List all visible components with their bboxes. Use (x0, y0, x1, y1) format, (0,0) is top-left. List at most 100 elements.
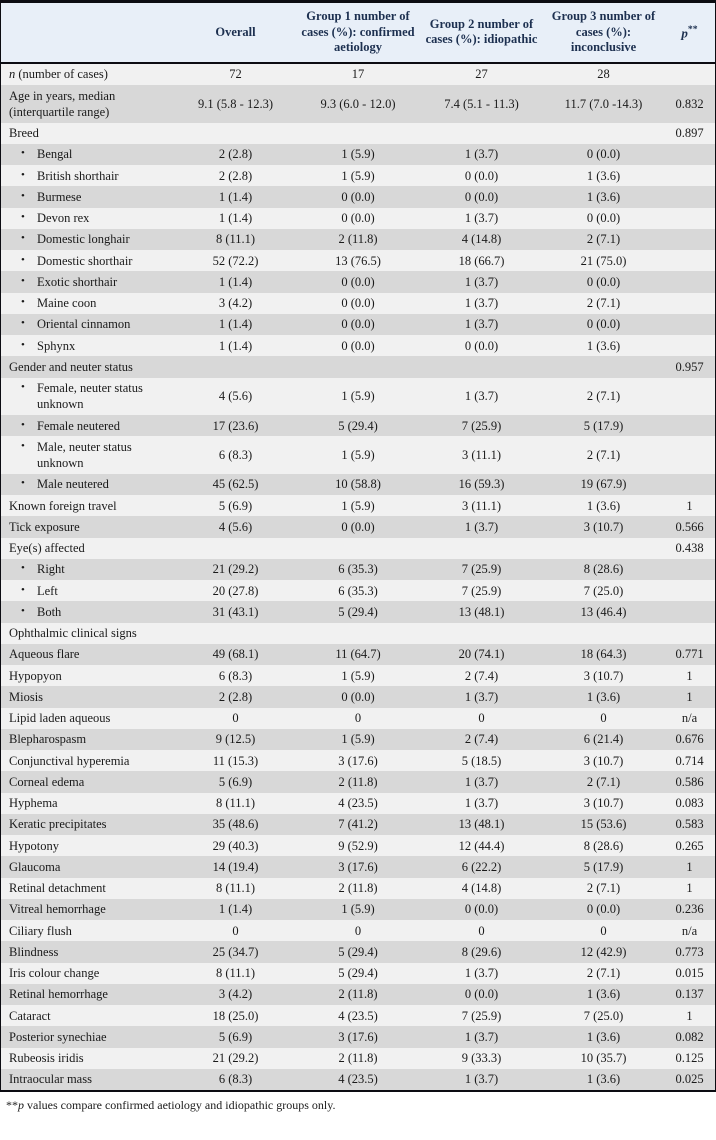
value-cell: 0 (0.0) (464, 338, 499, 353)
value-cell: 1 (5.9) (341, 389, 375, 404)
value-cell: 2 (11.8) (338, 232, 378, 247)
value-cell: 1 (3.7) (464, 774, 499, 789)
value-cell: 0 (600, 923, 607, 938)
row-label: Hypopyon (5, 668, 171, 684)
p-value-cell: 1 (686, 668, 693, 683)
header-cell-group1: Group 1 number of cases (%): confirmed a… (296, 3, 420, 64)
row-label-text: Iris colour change (9, 966, 100, 981)
row-label-cell: Ophthalmic clinical signs (1, 623, 175, 644)
row-label-text: Female neutered (37, 418, 120, 433)
value-cell: 5 (6.9) (218, 1029, 253, 1044)
value-cell: 11 (15.3) (212, 753, 259, 768)
value-cell: 2 (7.1) (586, 966, 621, 981)
row-label-cell: Corneal edema (1, 771, 175, 792)
value-cell: 52 (72.2) (212, 253, 259, 268)
value-cell (420, 123, 543, 144)
value-cell: 1 (3.7) (464, 1072, 499, 1087)
value-cell: 0 (0.0) (341, 317, 375, 332)
row-label-text: Left (37, 583, 58, 598)
table-row: Ciliary flush 0 0 0 0 n/a (1, 920, 715, 942)
value-cell: 2 (7.4) (464, 732, 499, 747)
table-row: • Sphynx 1 (1.4) 0 (0.0) 0 (0.0) 1 (3.6) (1, 335, 715, 357)
value-cell: 1 (1.4) (218, 902, 253, 917)
row-label: • British shorthair (5, 168, 171, 184)
row-label-text: Cataract (9, 1008, 51, 1023)
row-label-text: Vitreal hemorrhage (9, 902, 106, 917)
value-cell: 10 (35.7) (580, 1051, 627, 1066)
p-value-cell: 0.137 (675, 987, 704, 1002)
row-label-text: Exotic shorthair (37, 274, 118, 289)
value-cell: 1 (3.7) (464, 296, 499, 311)
value-cell: 11.7 (7.0 -14.3) (564, 96, 643, 111)
p-value-cell: 0.586 (675, 774, 704, 789)
table-row: Keratic precipitates 35 (48.6) 7 (41.2) 13 … (1, 813, 715, 836)
row-label-text: Bengal (37, 147, 73, 162)
value-cell: 1 (3.6) (586, 987, 621, 1002)
value-cell: 2 (11.8) (338, 774, 378, 789)
row-label: • Sphynx (5, 338, 171, 354)
p-value-cell (664, 559, 715, 580)
p-value-cell: 0.438 (675, 541, 704, 556)
table-row: Ophthalmic clinical signs (1, 622, 715, 644)
value-cell: 0 (0.0) (464, 902, 499, 917)
table-row: • Both 31 (43.1) 5 (29.4) 13 (48.1) 13 (46.4) (1, 601, 715, 623)
value-cell: 3 (10.7) (583, 668, 624, 683)
row-label-text: (number of cases) (15, 67, 108, 82)
value-cell: 5 (6.9) (218, 498, 253, 513)
row-label: Eye(s) affected (5, 540, 171, 556)
table-row: Conjunctival hyperemia 11 (15.3) 3 (17.6) 5… (1, 750, 715, 772)
row-label-cell: • Right (1, 559, 175, 580)
p-value-cell: 1 (686, 881, 693, 896)
value-cell: 3 (4.2) (218, 296, 253, 311)
value-cell: 2 (7.1) (586, 296, 621, 311)
row-label-text: Right (37, 562, 65, 577)
value-cell: 13 (48.1) (458, 604, 505, 619)
value-cell: 0 (0.0) (586, 317, 621, 332)
row-label: • Bengal (5, 146, 171, 162)
value-cell (296, 538, 420, 559)
p-value-cell (664, 208, 715, 229)
value-cell: 4 (23.5) (338, 1072, 378, 1087)
table-row: • Male neutered 45 (62.5) 10 (58.8) 16 (59.3… (1, 473, 715, 496)
row-label-text: Hypotony (9, 838, 59, 853)
row-label: • Left (5, 583, 171, 599)
value-cell: 7 (25.0) (583, 1008, 624, 1023)
row-label-cell: Known foreign travel (1, 495, 175, 516)
bullet-icon: • (21, 168, 25, 181)
row-label-cell: • Bengal (1, 144, 175, 165)
row-label-text: Blindness (9, 944, 59, 959)
table-row: • Male, neuter status unknown 6 (8.3) 1 (5.… (1, 436, 715, 474)
table-row: Retinal hemorrhage 3 (4.2) 2 (11.8) 0 (0.0)… (1, 983, 715, 1006)
value-cell: 4 (5.6) (218, 389, 253, 404)
table-row: Hypopyon 6 (8.3) 1 (5.9) 2 (7.4) 3 (10.7) 1 (1, 665, 715, 687)
value-cell: 0 (478, 711, 485, 726)
row-label: Aqueous flare (5, 646, 171, 662)
row-label-text: Ophthalmic clinical signs (9, 626, 137, 641)
value-cell: 2 (11.8) (338, 987, 378, 1002)
table-row: • Oriental cinnamon 1 (1.4) 0 (0.0) 1 (3.7) 0… (1, 313, 715, 336)
row-label: Posterior synechiae (5, 1029, 171, 1045)
value-cell: 45 (62.5) (212, 477, 259, 492)
p-value-cell (664, 601, 715, 622)
bullet-icon: • (21, 604, 25, 617)
table-row: Blepharospasm 9 (12.5) 1 (5.9) 2 (7.4) 6 (21… (1, 728, 715, 751)
row-label: • Right (5, 561, 171, 577)
row-label-text: Burmese (37, 189, 82, 204)
value-cell: 11 (64.7) (335, 647, 381, 662)
bullet-icon: • (21, 418, 25, 431)
p-value-cell: 0.236 (675, 902, 704, 917)
value-cell: 8 (11.1) (215, 796, 256, 811)
value-cell: 1 (3.7) (464, 317, 499, 332)
value-cell: 0 (354, 923, 362, 938)
value-cell: 9.1 (5.8 - 12.3) (198, 96, 273, 111)
value-cell: 18 (25.0) (212, 1008, 259, 1023)
value-cell: 27 (475, 67, 488, 82)
value-cell: 1 (1.4) (218, 274, 253, 289)
row-label: • Burmese (5, 189, 171, 205)
table-row: • British shorthair 2 (2.8) 1 (5.9) 0 (0.0) 1… (1, 165, 715, 187)
row-label-text: Eye(s) affected (9, 541, 85, 556)
value-cell (420, 356, 543, 377)
value-cell: 9 (52.9) (338, 838, 378, 853)
row-label-cell: Intraocular mass (1, 1069, 175, 1090)
row-label-text: British shorthair (37, 168, 119, 183)
